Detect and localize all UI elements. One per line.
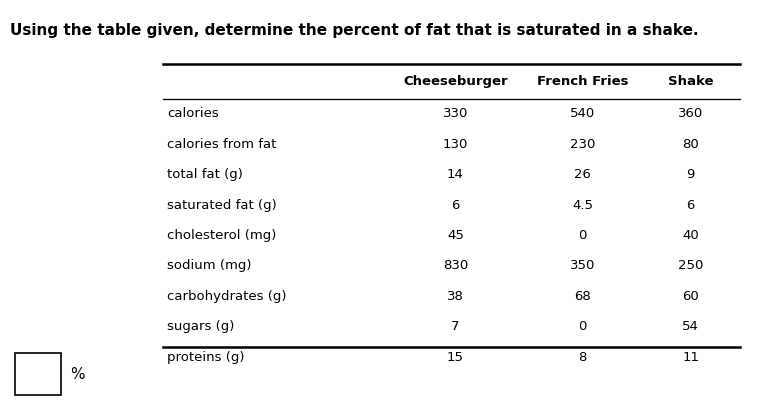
Text: cholesterol (mg): cholesterol (mg) <box>167 229 276 242</box>
Text: 15: 15 <box>447 351 464 364</box>
Text: calories: calories <box>167 107 219 120</box>
Text: proteins (g): proteins (g) <box>167 351 244 364</box>
Text: 45: 45 <box>447 229 464 242</box>
Text: 6: 6 <box>686 199 695 212</box>
Text: saturated fat (g): saturated fat (g) <box>167 199 277 212</box>
Text: 330: 330 <box>442 107 468 120</box>
Text: French Fries: French Fries <box>537 75 628 88</box>
Text: Shake: Shake <box>668 75 713 88</box>
Text: total fat (g): total fat (g) <box>167 168 243 181</box>
Text: 7: 7 <box>451 320 460 333</box>
Text: 80: 80 <box>682 138 699 151</box>
Text: 8: 8 <box>578 351 587 364</box>
Text: Cheeseburger: Cheeseburger <box>403 75 508 88</box>
Text: sugars (g): sugars (g) <box>167 320 235 333</box>
Text: 130: 130 <box>442 138 468 151</box>
Text: 540: 540 <box>570 107 595 120</box>
Text: 830: 830 <box>442 259 468 272</box>
Text: carbohydrates (g): carbohydrates (g) <box>167 290 286 303</box>
Text: sodium (mg): sodium (mg) <box>167 259 251 272</box>
Text: 4.5: 4.5 <box>572 199 593 212</box>
Text: Using the table given, determine the percent of fat that is saturated in a shake: Using the table given, determine the per… <box>10 23 698 37</box>
Text: 0: 0 <box>578 320 587 333</box>
Text: calories from fat: calories from fat <box>167 138 276 151</box>
Text: 26: 26 <box>574 168 591 181</box>
Text: 230: 230 <box>570 138 595 151</box>
Text: 40: 40 <box>682 229 699 242</box>
Text: 14: 14 <box>447 168 464 181</box>
Text: 68: 68 <box>574 290 591 303</box>
Text: 0: 0 <box>578 229 587 242</box>
Text: %: % <box>70 367 84 381</box>
Text: 350: 350 <box>570 259 595 272</box>
Text: 250: 250 <box>678 259 704 272</box>
Text: 11: 11 <box>682 351 699 364</box>
Text: 360: 360 <box>678 107 704 120</box>
Bar <box>15 353 61 395</box>
Text: 60: 60 <box>682 290 699 303</box>
Text: 6: 6 <box>451 199 460 212</box>
Text: 38: 38 <box>447 290 464 303</box>
Text: 54: 54 <box>682 320 699 333</box>
Text: 9: 9 <box>686 168 695 181</box>
